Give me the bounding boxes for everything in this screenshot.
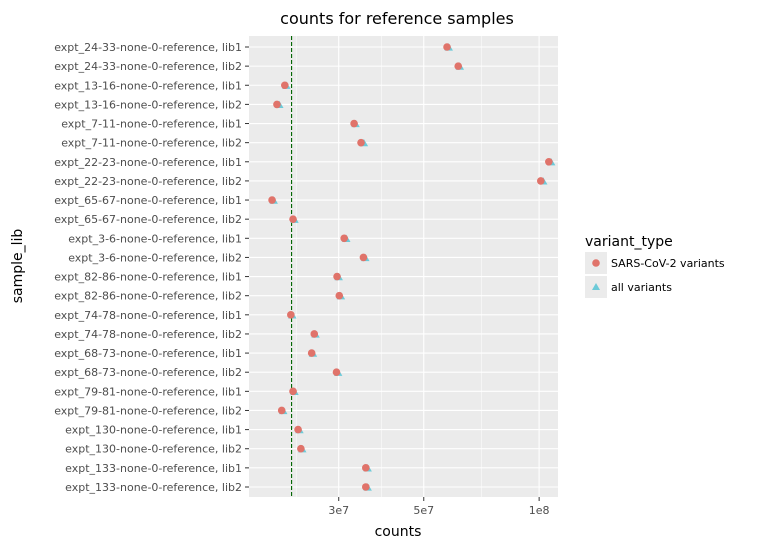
major-gridlines [249,36,558,497]
y-tick-label: expt_22-23-none-0-reference, lib1 [54,156,242,169]
y-tick-label: expt_7-11-none-0-reference, lib2 [61,137,242,150]
sars-cov-2-point [277,406,286,415]
sars-cov-2-point [357,138,365,147]
sars-cov-2-point [289,215,297,223]
legend-label-all: all variants [611,281,672,294]
chart-title: counts for reference samples [280,9,514,28]
legend-circle-marker [592,259,600,267]
y-tick-label: expt_3-6-none-0-reference, lib2 [68,251,242,264]
sars-cov-2-point [545,157,553,166]
y-tick-label: expt_3-6-none-0-reference, lib1 [68,232,242,245]
sars-cov-2-point [289,387,297,396]
sars-cov-2-point [454,62,463,70]
y-tick-label: expt_13-16-none-0-reference, lib1 [54,79,242,92]
legend: variant_type SARS-CoV-2 variants all var… [585,234,725,298]
y-axis-ticks: expt_24-33-none-0-reference, lib1 expt_24… [54,41,249,494]
x-tick-label: 1e8 [529,504,550,517]
sars-cov-2-point [333,272,341,281]
sars-cov-2-point [340,234,348,243]
legend-title: variant_type [585,234,673,250]
sars-cov-2-point [307,349,316,357]
legend-triangle-marker [592,283,600,290]
x-tick-label: 3e7 [328,504,349,517]
sars-cov-2-point [350,119,358,128]
sars-cov-2-point [281,81,289,90]
x-axis-ticks: 3e7 5e7 1e8 [328,497,550,517]
sars-cov-2-point [335,291,344,300]
y-tick-label: expt_74-78-none-0-reference, lib2 [54,328,242,341]
y-tick-label: expt_68-73-none-0-reference, lib2 [54,366,242,379]
y-tick-label: expt_133-none-0-reference, lib1 [65,462,242,475]
sars-cov-2-point [268,196,276,204]
sars-cov-2-point [362,464,370,472]
y-tick-label: expt_133-none-0-reference, lib2 [65,481,242,494]
y-tick-label: expt_24-33-none-0-reference, lib2 [54,60,242,73]
y-tick-label: expt_22-23-none-0-reference, lib2 [54,175,242,188]
y-axis-title: sample_lib [10,229,26,304]
plot-panel [249,36,558,497]
legend-label-sars: SARS-CoV-2 variants [611,257,725,270]
x-tick-label: 5e7 [413,504,434,517]
y-tick-label: expt_130-none-0-reference, lib1 [65,424,242,437]
y-tick-label: expt_13-16-none-0-reference, lib2 [54,98,242,111]
sars-cov-2-point [287,311,295,319]
sars-cov-2-points [268,43,553,491]
sars-cov-2-point [332,368,341,377]
sars-cov-2-point [294,425,302,434]
sars-cov-2-point [443,43,451,51]
y-tick-label: expt_74-78-none-0-reference, lib1 [54,309,242,322]
y-tick-label: expt_82-86-none-0-reference, lib1 [54,271,242,284]
sars-cov-2-point [536,177,545,185]
y-tick-label: expt_130-none-0-reference, lib2 [65,443,242,456]
x-axis-title: counts [375,524,422,540]
y-tick-label: expt_65-67-none-0-reference, lib2 [54,213,242,226]
sars-cov-2-point [359,253,368,262]
y-tick-label: expt_82-86-none-0-reference, lib2 [54,290,242,303]
y-tick-label: expt_24-33-none-0-reference, lib1 [54,41,242,54]
y-tick-label: expt_79-81-none-0-reference, lib1 [54,385,242,398]
sars-cov-2-point [273,100,281,109]
y-tick-label: expt_68-73-none-0-reference, lib1 [54,347,242,360]
y-tick-label: expt_79-81-none-0-reference, lib2 [54,404,242,417]
sars-cov-2-point [362,483,370,491]
minor-gridlines [295,36,482,497]
sars-cov-2-point [297,444,305,453]
sars-cov-2-point [310,330,319,338]
y-tick-label: expt_65-67-none-0-reference, lib1 [54,194,242,207]
y-tick-label: expt_7-11-none-0-reference, lib1 [61,118,242,131]
